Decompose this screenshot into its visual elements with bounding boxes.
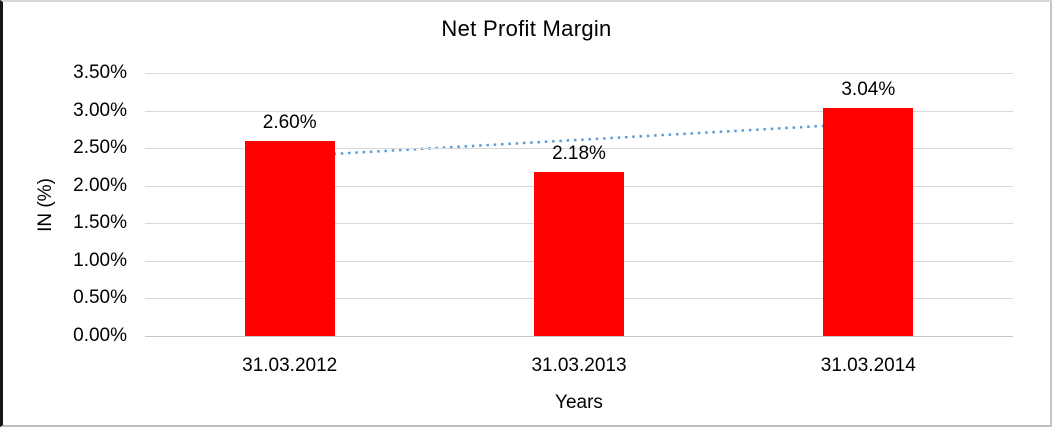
plot-area: 2.60% 2.18% 3.04%	[145, 73, 1013, 337]
x-tick-label: 31.03.2014	[820, 355, 916, 376]
y-tick-label: 1.50%	[73, 212, 127, 234]
bar	[244, 140, 335, 336]
y-axis-labels: 0.00% 0.50% 1.00% 1.50% 2.00% 2.50% 3.00% 3.50%	[3, 2, 127, 425]
bar-value-label: 2.60%	[262, 111, 317, 133]
chart-title: Net Profit Margin	[441, 16, 612, 41]
bar	[534, 172, 624, 336]
y-tick-label: 0.00%	[73, 325, 127, 346]
trendline	[289, 122, 869, 158]
y-tick-label: 3.50%	[73, 62, 127, 83]
gridline	[145, 73, 1013, 74]
x-tick-label: 31.03.2012	[242, 355, 338, 376]
x-tick-label: 31.03.2013	[531, 355, 627, 376]
gridline	[145, 148, 1013, 150]
y-tick-label: 0.50%	[73, 287, 127, 309]
x-axis-title: Years	[555, 392, 603, 413]
y-tick-label: 3.00%	[73, 99, 127, 121]
x-axis-line	[145, 336, 1013, 337]
x-axis-labels: 31.03.2012 31.03.2013 31.03.2014	[145, 354, 1013, 378]
gridline	[145, 110, 1013, 112]
y-tick-label: 2.50%	[73, 137, 127, 159]
y-tick-label: 2.00%	[73, 174, 127, 196]
bar-value-label: 2.18%	[552, 143, 606, 165]
bar	[823, 107, 914, 336]
bar-value-label: 3.04%	[841, 78, 896, 100]
y-tick-label: 1.00%	[73, 249, 127, 271]
